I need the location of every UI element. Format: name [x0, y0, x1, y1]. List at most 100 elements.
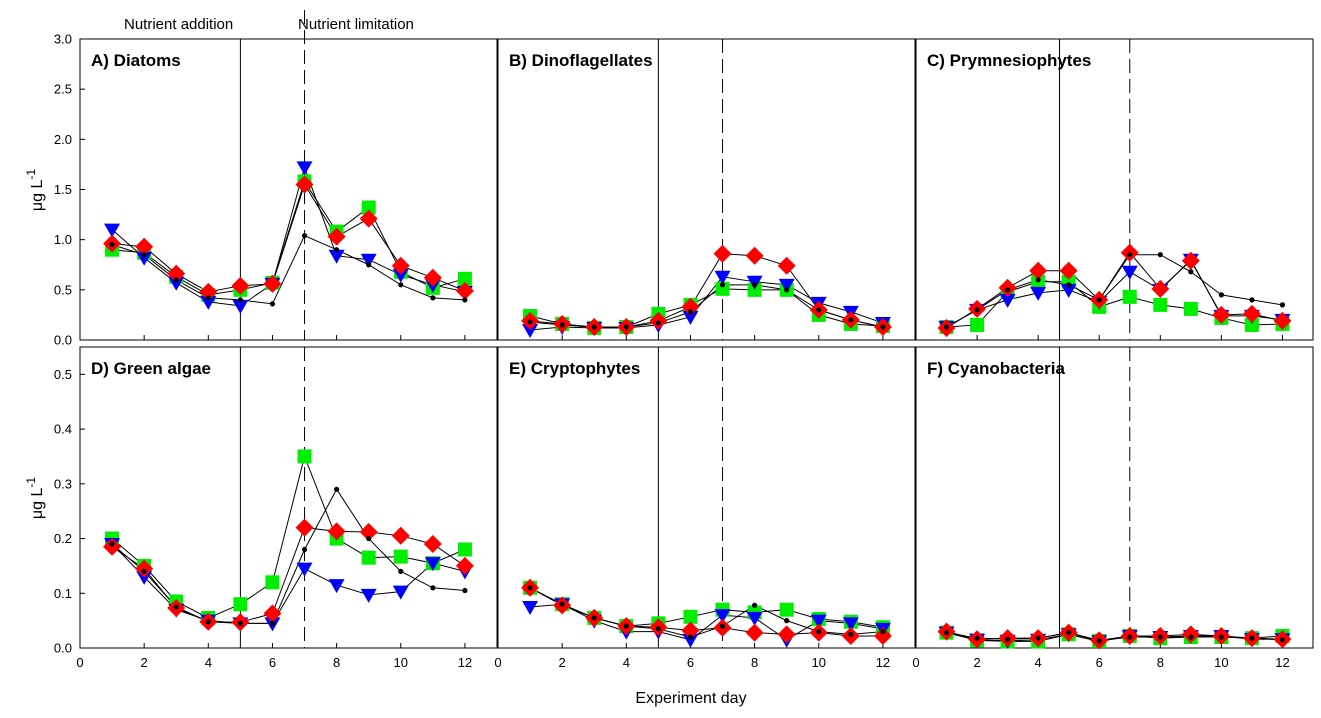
data-point-diamond	[777, 256, 796, 275]
data-point-circle	[719, 623, 726, 629]
data-point-diamond	[263, 604, 282, 623]
data-point-circle	[1249, 297, 1255, 303]
data-point-circle	[1035, 277, 1041, 283]
data-point-circle	[366, 535, 372, 542]
panel-frame	[79, 346, 498, 649]
data-point-triangle	[136, 570, 153, 585]
x-tick-label: 4	[205, 655, 212, 670]
data-point-triangle	[296, 161, 313, 176]
data-point-circle	[719, 282, 726, 288]
data-point-diamond	[359, 522, 378, 541]
series-line-diamond	[946, 251, 1283, 329]
data-point-diamond	[1029, 261, 1048, 280]
panel-title: A) Diatoms	[91, 51, 181, 70]
y-axis-label-top-sup: -1	[24, 169, 38, 180]
phase-label-nutrient-addition: Nutrient addition	[124, 16, 233, 33]
data-point-circle	[205, 619, 211, 625]
data-point-square	[1244, 317, 1259, 332]
x-tick-label: 2	[973, 655, 980, 670]
data-point-diamond	[681, 621, 700, 640]
data-point-square	[1183, 301, 1198, 316]
data-point-circle	[1188, 269, 1194, 275]
panel-title: B) Dinoflagellates	[509, 51, 653, 70]
y-tick-label: 0.5	[54, 367, 72, 382]
data-point-diamond	[327, 227, 346, 246]
data-point-square	[361, 550, 376, 565]
data-point-circle	[974, 635, 980, 641]
data-point-triangle	[328, 579, 345, 594]
data-point-diamond	[745, 246, 764, 265]
panel-frame	[497, 38, 916, 341]
series-line-triangle	[111, 543, 466, 624]
data-point-circle	[1218, 292, 1224, 298]
x-tick-label: 0	[76, 655, 83, 670]
x-tick-label: 4	[623, 655, 630, 670]
panel-frame	[915, 38, 1314, 341]
data-point-square	[747, 282, 762, 297]
data-point-circle	[237, 297, 243, 303]
y-tick-label: 1.5	[54, 182, 72, 197]
data-point-circle	[334, 486, 340, 492]
data-point-square	[233, 597, 248, 612]
data-point-circle	[816, 628, 822, 635]
data-point-circle	[1005, 636, 1011, 642]
x-tick-label: 2	[141, 655, 148, 670]
data-point-circle	[301, 233, 308, 239]
data-point-triangle	[682, 633, 699, 648]
data-point-diamond	[1151, 279, 1170, 298]
x-tick-label: 10	[812, 655, 826, 670]
panel-title: E) Cryptophytes	[509, 359, 640, 378]
data-point-diamond	[455, 556, 474, 575]
data-point-square	[1122, 289, 1137, 304]
data-point-triangle	[296, 562, 313, 577]
data-point-circle	[269, 620, 276, 626]
data-point-triangle	[328, 249, 345, 264]
data-point-circle	[141, 252, 147, 258]
data-point-circle	[109, 541, 115, 547]
data-point-circle	[109, 242, 115, 248]
series-line-triangle	[946, 258, 1283, 328]
data-point-diamond	[1181, 251, 1200, 270]
data-point-circle	[173, 277, 179, 283]
data-point-diamond	[103, 537, 122, 556]
panel-frame	[79, 38, 498, 341]
x-axis-label: Experiment day	[635, 690, 746, 707]
data-point-diamond	[135, 559, 154, 578]
data-point-circle	[559, 322, 565, 328]
data-point-circle	[141, 568, 147, 574]
series-line-diamond	[111, 527, 466, 623]
data-point-circle	[462, 587, 468, 594]
data-point-circle	[848, 317, 854, 323]
data-point-circle	[784, 618, 790, 624]
x-tick-label: 10	[394, 655, 408, 670]
panel-frame	[915, 346, 1314, 649]
data-point-diamond	[199, 282, 218, 301]
y-tick-label: 0.3	[54, 476, 72, 491]
data-point-square	[361, 200, 376, 215]
x-tick-label: 6	[1096, 655, 1103, 670]
data-point-circle	[269, 301, 276, 307]
data-point-circle	[1096, 297, 1102, 303]
panel-1: 0.0 0.5 1.0 1.5 2.0 2.5 3.0 A) Diatoms	[54, 10, 498, 348]
data-point-circle	[205, 295, 211, 301]
series-line-triangle	[530, 276, 884, 331]
x-tick-label: 6	[269, 655, 276, 670]
series-line-diamond	[529, 587, 883, 637]
data-point-diamond	[295, 175, 314, 194]
data-point-diamond	[681, 297, 700, 316]
data-point-circle	[752, 602, 758, 608]
data-point-triangle	[200, 295, 217, 310]
data-point-diamond	[1059, 261, 1078, 280]
data-point-diamond	[713, 244, 732, 263]
data-point-square	[683, 609, 698, 624]
data-point-circle	[655, 320, 661, 326]
panel-4: 0 2 4 6 8 10 12 0.0 0.1 0.2 0.3 0.4 0.5 D) Green alga…	[54, 346, 498, 670]
data-point-diamond	[455, 281, 474, 300]
data-point-triangle	[810, 614, 827, 629]
data-point-triangle	[999, 293, 1016, 308]
data-point-circle	[943, 630, 950, 636]
y-tick-label: 2.0	[54, 132, 72, 147]
panel-frame	[497, 346, 916, 649]
series-line-square	[112, 180, 466, 296]
